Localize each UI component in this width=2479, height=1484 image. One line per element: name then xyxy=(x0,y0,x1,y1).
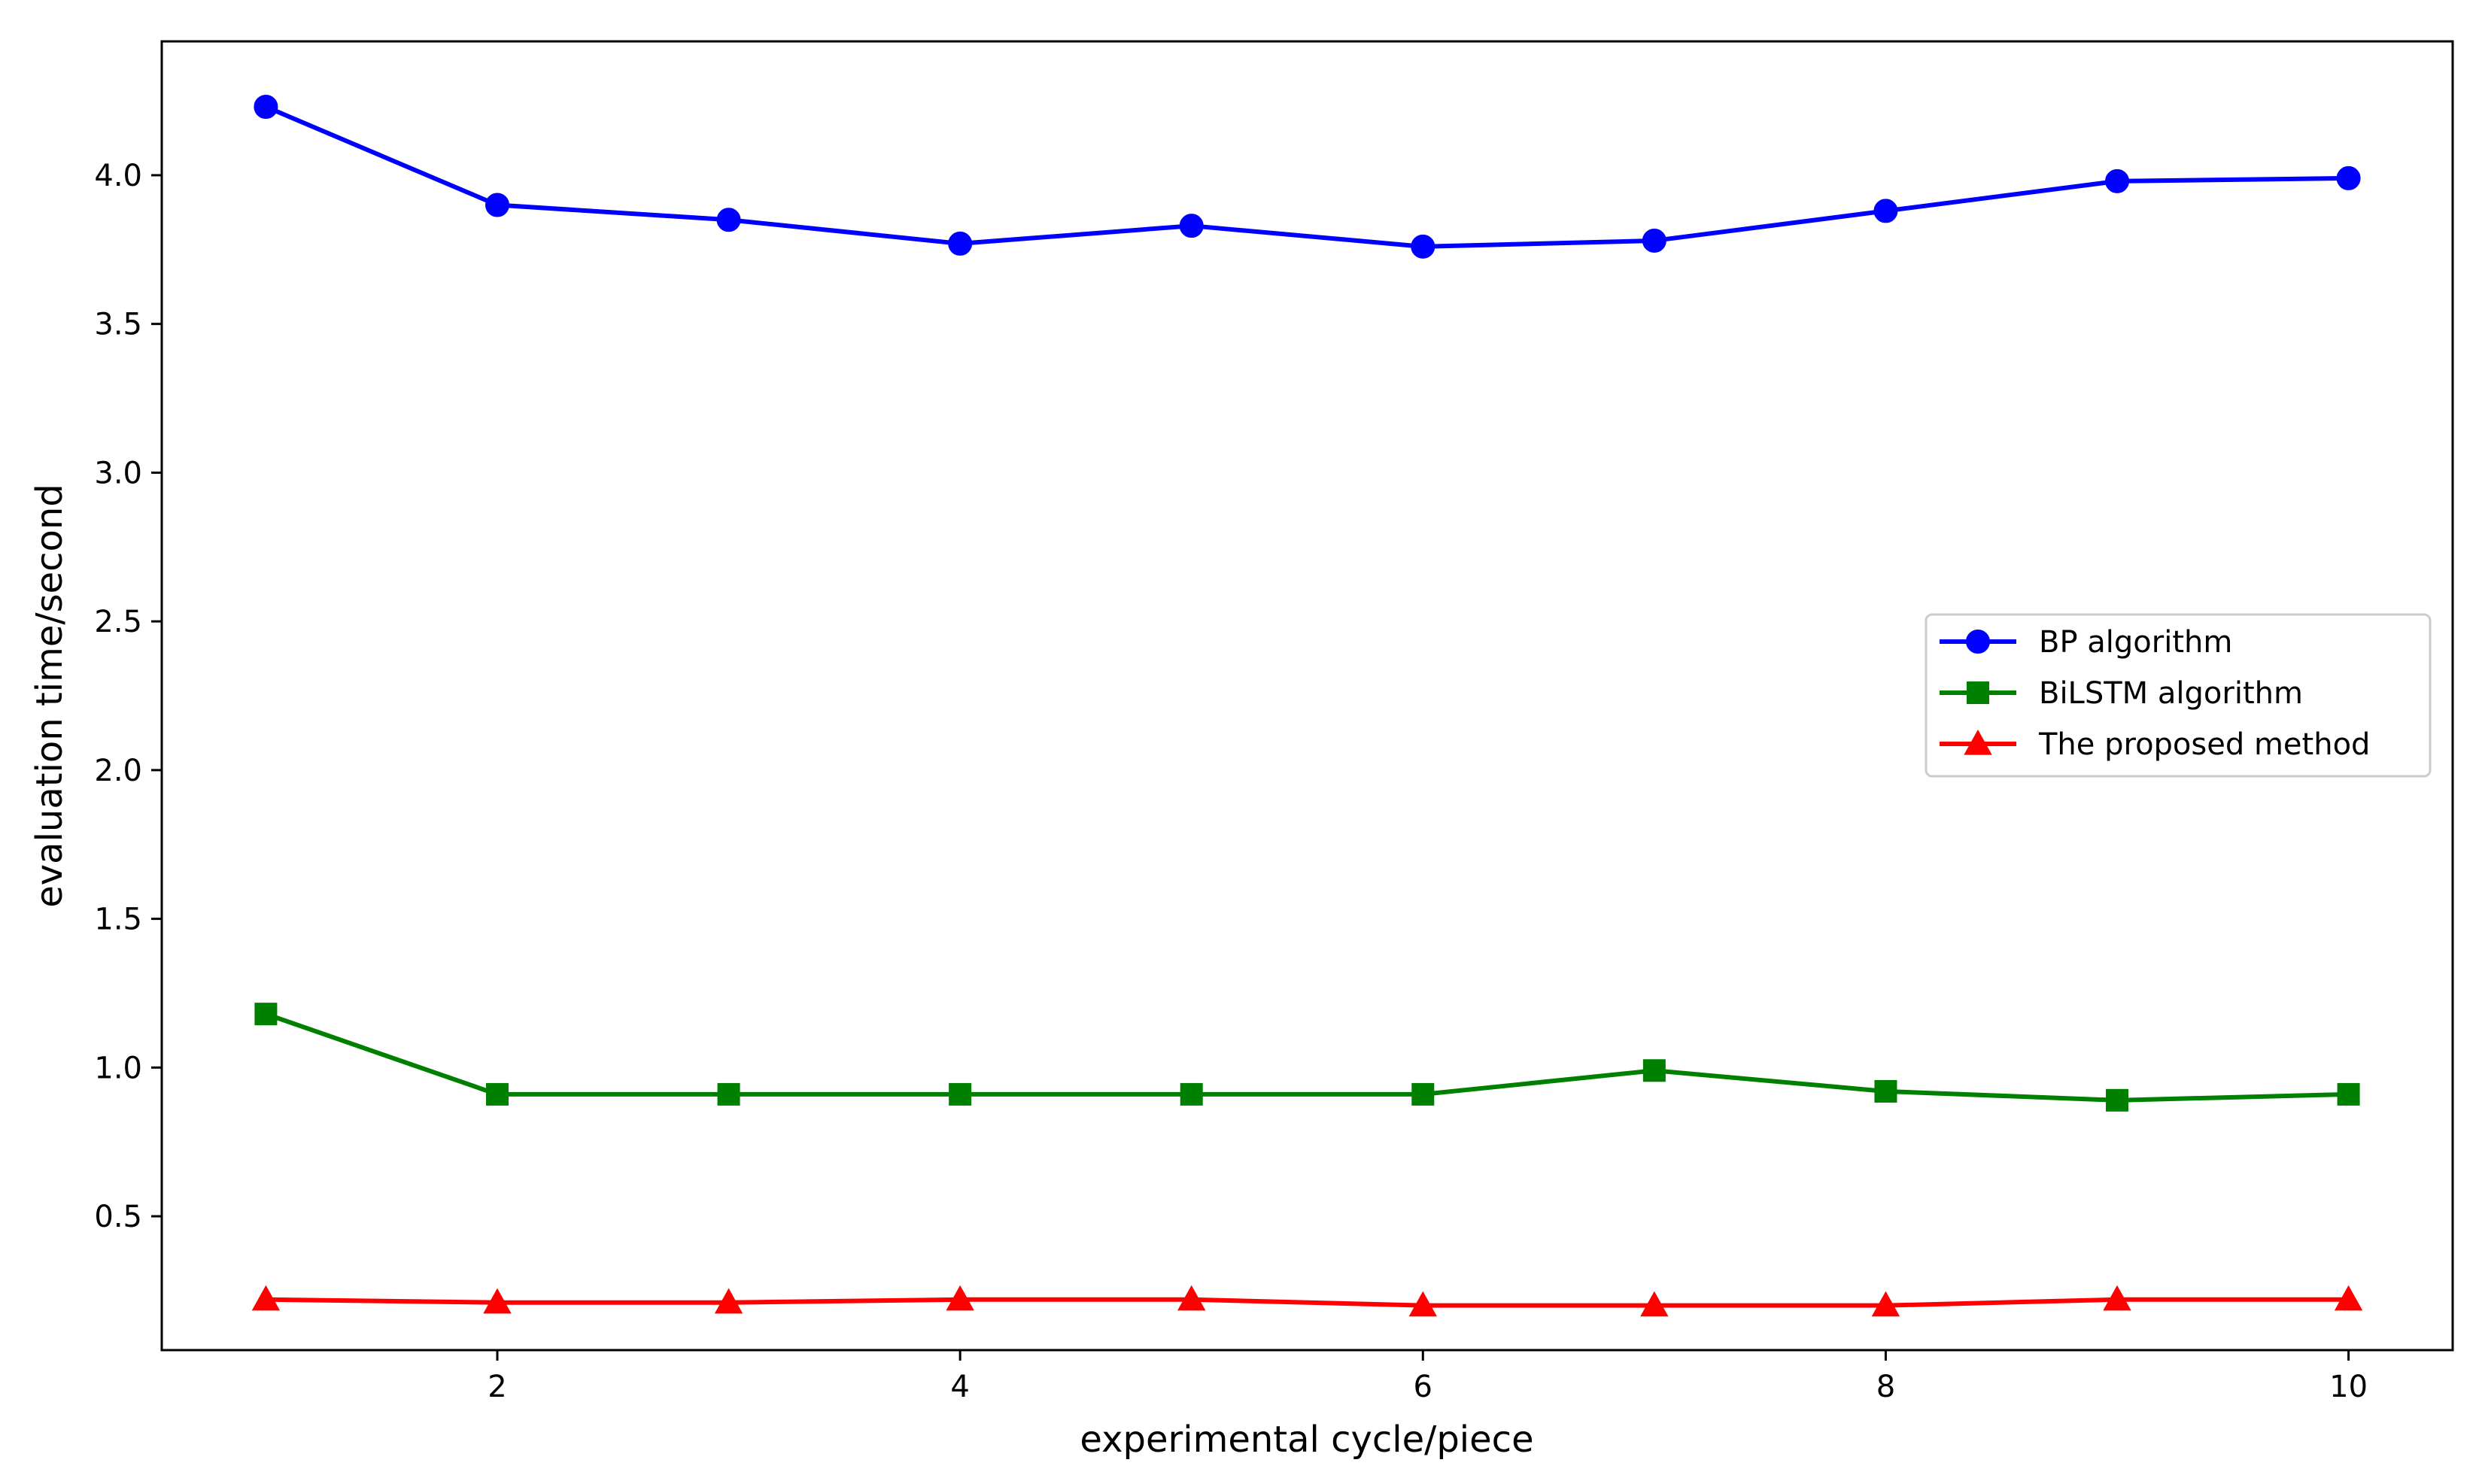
series-line xyxy=(265,105,2349,249)
data-point xyxy=(949,1082,972,1106)
legend-box xyxy=(1925,613,2432,778)
data-point xyxy=(717,1082,740,1106)
data-point xyxy=(485,193,509,217)
data-point xyxy=(1873,199,1898,223)
data-point xyxy=(2105,168,2130,193)
data-point xyxy=(254,1003,278,1026)
series-1 xyxy=(254,1003,2360,1112)
data-point xyxy=(1179,214,1204,238)
data-point xyxy=(1642,228,1666,253)
data-point xyxy=(254,95,278,119)
legend-marker xyxy=(1966,630,1990,654)
series-line xyxy=(265,1012,2349,1103)
data-point xyxy=(1874,1079,1897,1103)
data-point xyxy=(1411,234,1435,259)
legend-marker xyxy=(1967,681,1989,704)
data-point xyxy=(483,1288,512,1314)
x-axis-ticks: 2 4 6 8 10 xyxy=(488,1350,2368,1404)
data-point xyxy=(2337,1082,2360,1106)
y-tick-label: 1.5 xyxy=(94,903,142,937)
data-point xyxy=(948,231,973,256)
x-axis-label: experimental cycle/piece xyxy=(1080,1419,1533,1461)
y-tick-label: 1.0 xyxy=(94,1051,142,1085)
series-line xyxy=(266,1297,2349,1308)
y-tick-label: 4.0 xyxy=(94,159,142,193)
data-point xyxy=(251,1285,281,1311)
series-0 xyxy=(254,95,2361,259)
y-tick-label: 2.0 xyxy=(94,754,142,788)
data-point xyxy=(946,1285,974,1311)
y-tick-label: 0.5 xyxy=(94,1200,142,1234)
y-axis-label: evaluation time/second xyxy=(29,484,71,908)
data-point xyxy=(1411,1082,1435,1106)
data-point xyxy=(716,208,741,232)
data-point xyxy=(485,1082,509,1106)
legend-marker xyxy=(1964,729,1992,755)
legend-label: BiLSTM algorithm xyxy=(2039,676,2303,711)
series-2 xyxy=(251,1285,2363,1317)
data-point xyxy=(1177,1285,1206,1311)
data-point xyxy=(1180,1082,1203,1106)
data-point xyxy=(2103,1285,2131,1311)
series-layer xyxy=(251,95,2363,1317)
x-tick-label: 8 xyxy=(1876,1370,1895,1404)
x-tick-label: 10 xyxy=(2329,1370,2368,1404)
data-point xyxy=(1642,1059,1666,1082)
y-axis-ticks: 0.5 1.0 1.5 2.0 2.5 3.0 3.5 4.0 xyxy=(94,159,162,1234)
y-tick-label: 3.0 xyxy=(94,456,142,490)
x-tick-label: 6 xyxy=(1414,1370,1432,1404)
data-point xyxy=(1640,1291,1669,1317)
data-point xyxy=(714,1288,743,1314)
y-tick-label: 3.5 xyxy=(94,308,142,342)
data-point xyxy=(2334,1285,2363,1311)
x-tick-label: 2 xyxy=(488,1370,506,1404)
data-point xyxy=(2336,165,2361,190)
data-point xyxy=(1408,1291,1437,1317)
x-tick-label: 4 xyxy=(950,1370,969,1404)
data-point xyxy=(1871,1291,1900,1317)
legend-label: The proposed method xyxy=(2038,727,2370,762)
data-point xyxy=(2106,1088,2129,1112)
legend-label: BP algorithm xyxy=(2039,625,2232,660)
legend: BP algorithm BiLSTM algorithm The proposed… xyxy=(1925,613,2432,778)
y-tick-label: 2.5 xyxy=(94,605,142,639)
